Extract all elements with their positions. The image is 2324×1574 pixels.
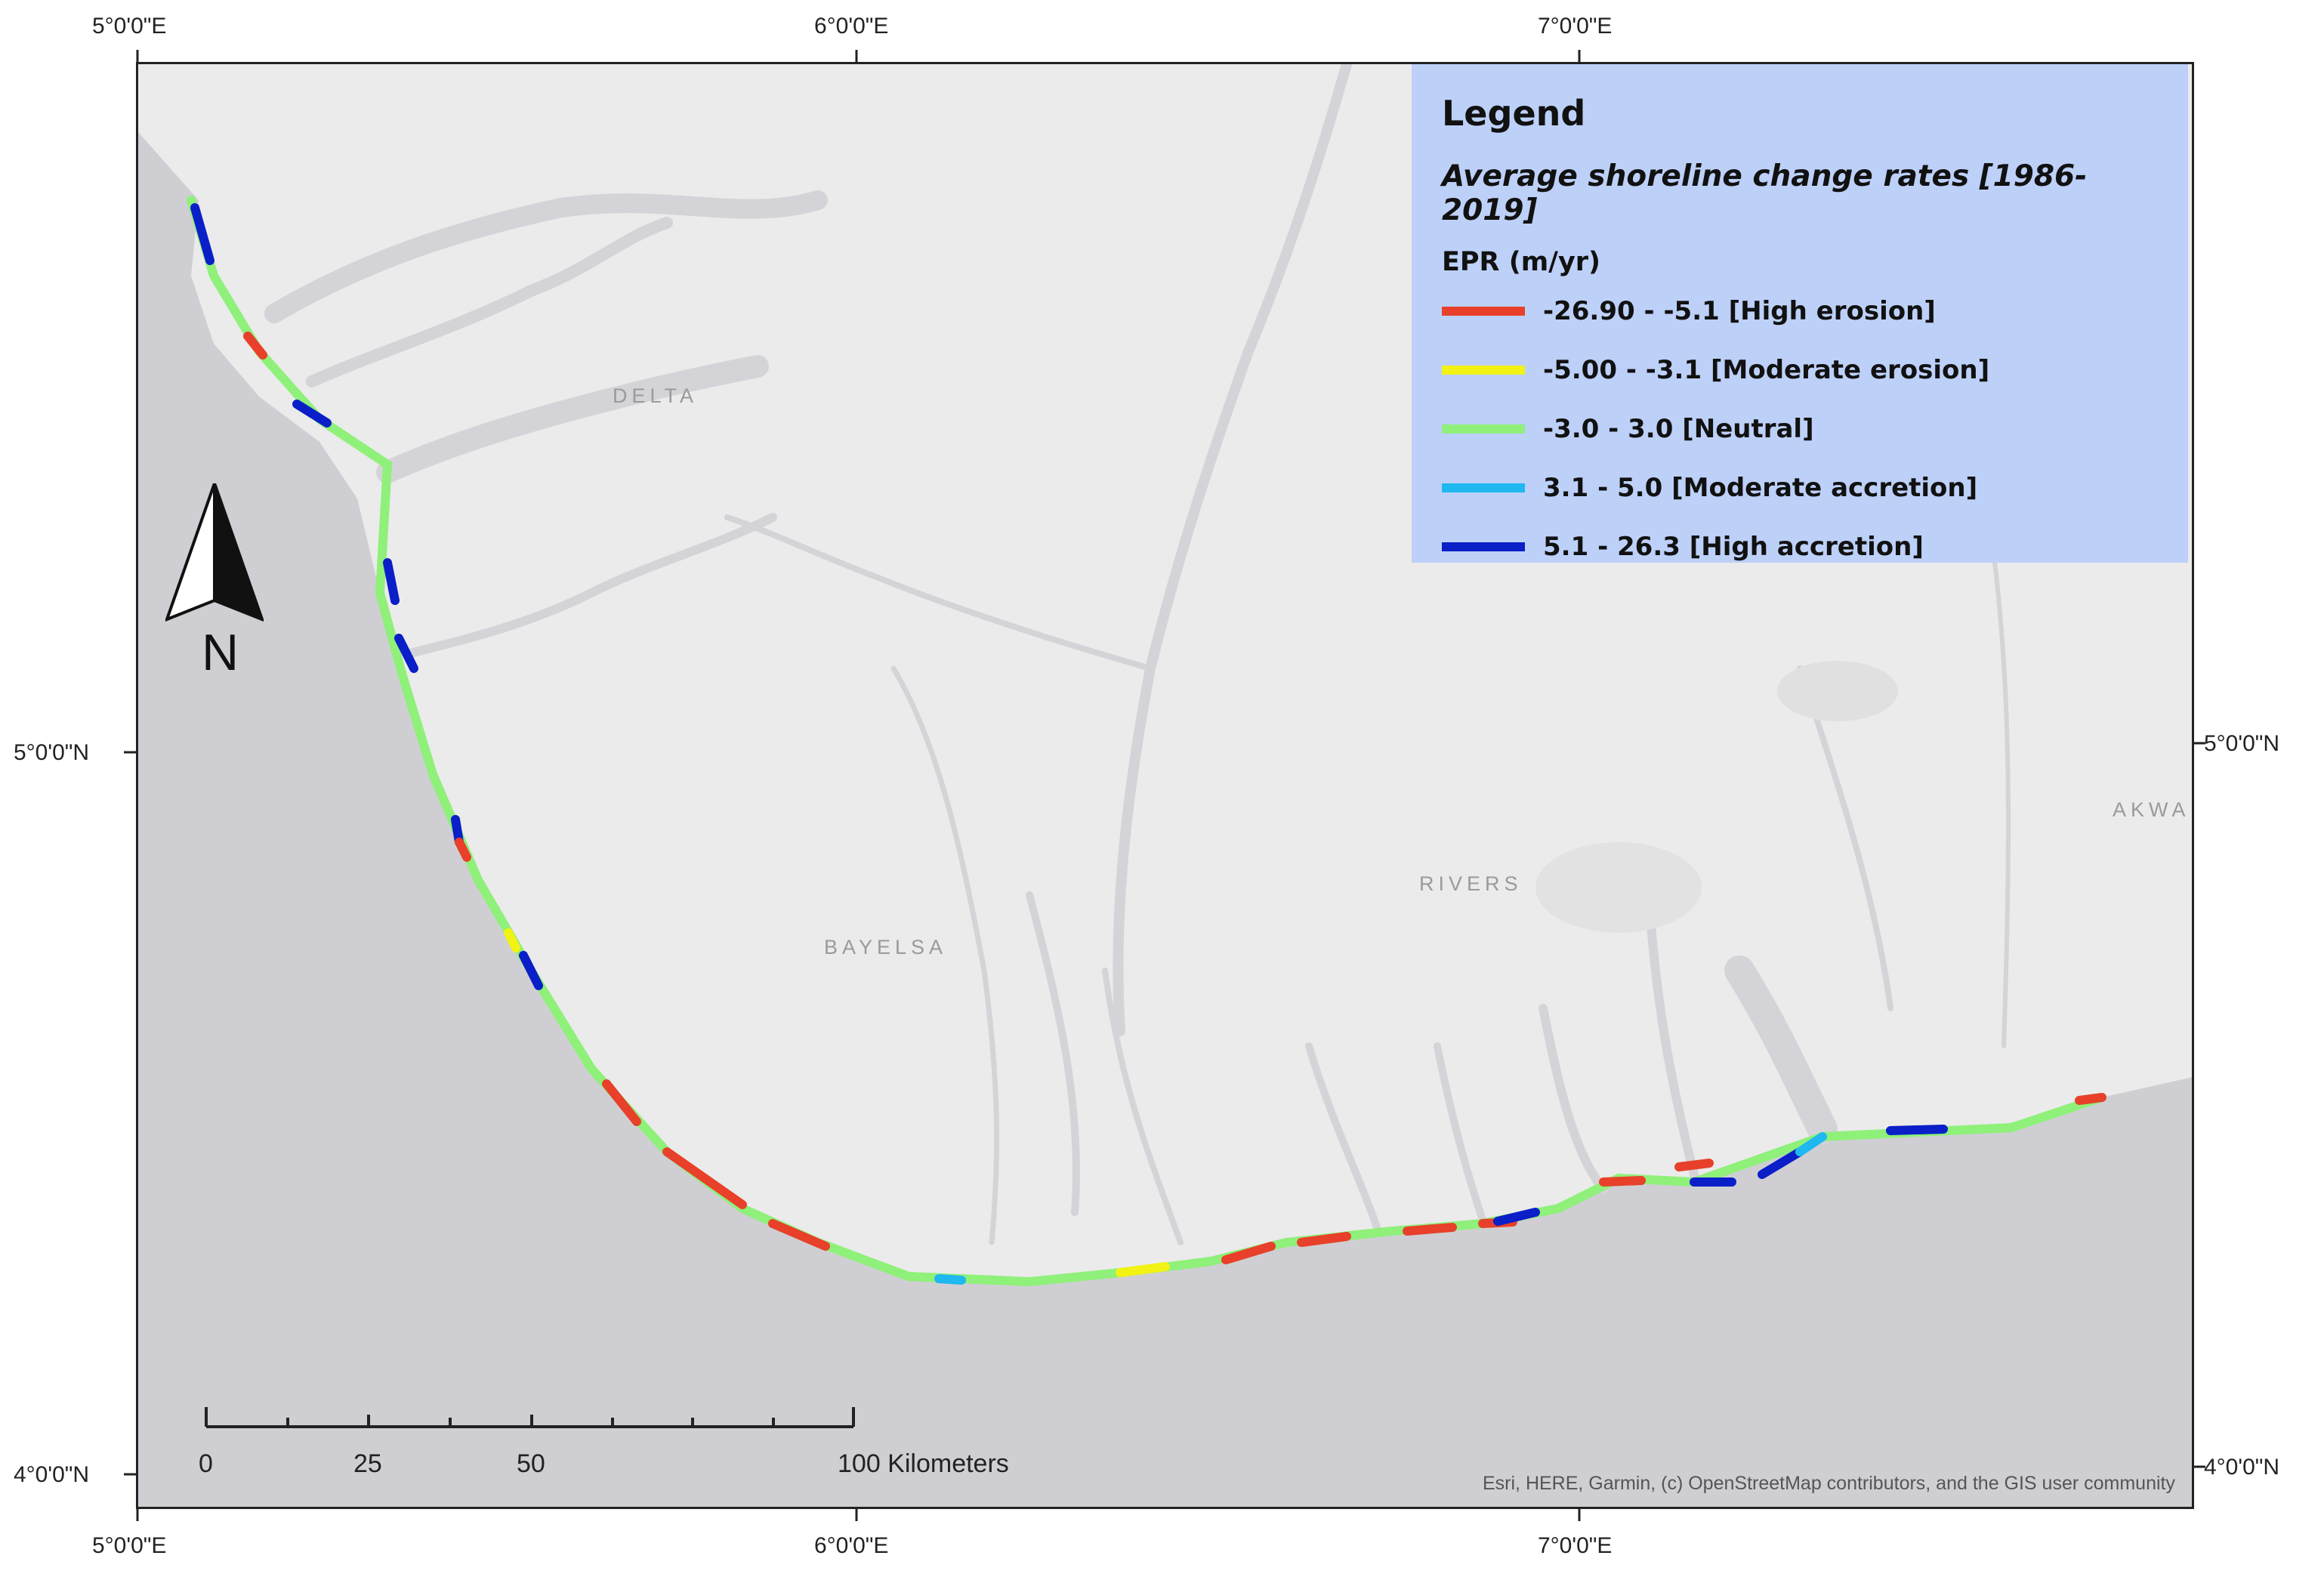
shoreline-high-accretion bbox=[383, 558, 400, 605]
rivers bbox=[264, 64, 2011, 1245]
north-label: N bbox=[202, 624, 239, 681]
graticule-top-7e: 7°0'0"E bbox=[1538, 14, 1613, 39]
scale-label-0: 0 bbox=[199, 1449, 213, 1478]
shoreline-high-erosion bbox=[1403, 1223, 1457, 1236]
legend-swatch bbox=[1442, 424, 1525, 434]
graticule-left-5n: 5°0'0"N bbox=[14, 740, 90, 765]
north-arrow-icon bbox=[165, 483, 264, 622]
legend-item-label: -3.0 - 3.0 [Neutral] bbox=[1543, 414, 1814, 444]
graticule-top-6e: 6°0'0"E bbox=[814, 14, 889, 39]
graticule-top-5e: 5°0'0"E bbox=[92, 14, 167, 39]
legend-swatch bbox=[1442, 366, 1525, 375]
legend-swatch bbox=[1442, 483, 1525, 492]
shoreline-high-erosion bbox=[455, 838, 471, 862]
graticule-bottom-6e: 6°0'0"E bbox=[814, 1533, 889, 1558]
place-label-delta: DELTA bbox=[613, 384, 699, 407]
legend-item-neutral: -3.0 - 3.0 [Neutral] bbox=[1442, 400, 2158, 458]
shoreline-high-accretion bbox=[1493, 1208, 1540, 1226]
legend-item-label: -26.90 - -5.1 [High erosion] bbox=[1543, 296, 1936, 326]
shoreline-high-accretion bbox=[190, 203, 214, 265]
shoreline-high-erosion bbox=[768, 1219, 830, 1251]
legend-title: Legend bbox=[1442, 93, 1586, 134]
graticule-right-5n: 5°0'0"N bbox=[2204, 731, 2280, 756]
legend-swatch bbox=[1442, 542, 1525, 551]
urban-area bbox=[1777, 661, 1898, 721]
shoreline-high-erosion bbox=[2075, 1093, 2106, 1105]
legend-item-label: 5.1 - 26.3 [High accretion] bbox=[1543, 532, 1924, 562]
legend-swatch bbox=[1442, 307, 1525, 316]
legend-item-high-accretion: 5.1 - 26.3 [High accretion] bbox=[1442, 517, 2158, 576]
map-frame[interactable]: DELTA BAYELSA RIVERS AKWA N 0 25 50 bbox=[136, 62, 2194, 1509]
legend-field: EPR (m/yr) bbox=[1442, 247, 1601, 277]
shoreline-high-erosion bbox=[1297, 1232, 1351, 1247]
attribution: Esri, HERE, Garmin, (c) OpenStreetMap co… bbox=[1483, 1473, 2175, 1494]
place-label-rivers: RIVERS bbox=[1419, 872, 1523, 895]
shoreline-high-accretion bbox=[292, 400, 332, 427]
shoreline-high-erosion bbox=[1221, 1242, 1276, 1264]
shoreline-high-erosion bbox=[243, 332, 267, 360]
legend-items: -26.90 - -5.1 [High erosion] -5.00 - -3.… bbox=[1442, 282, 2158, 576]
legend-item-high-erosion: -26.90 - -5.1 [High erosion] bbox=[1442, 282, 2158, 341]
graticule-right-4n: 4°0'0"N bbox=[2204, 1455, 2280, 1480]
shoreline-high-accretion bbox=[1886, 1125, 1948, 1135]
shoreline-moderate-accretion bbox=[934, 1274, 966, 1285]
legend-subtitle: Average shoreline change rates [1986-201… bbox=[1442, 159, 2088, 227]
shoreline-high-accretion bbox=[394, 634, 418, 673]
scale-label-50: 50 bbox=[517, 1449, 545, 1478]
legend: Legend Average shoreline change rates [1… bbox=[1412, 64, 2188, 563]
shoreline-moderate-accretion bbox=[1795, 1132, 1827, 1156]
place-label-bayelsa: BAYELSA bbox=[824, 936, 948, 958]
scale-label-25: 25 bbox=[353, 1449, 382, 1478]
shoreline bbox=[187, 196, 2106, 1287]
scale-label-100: 100 Kilometers bbox=[838, 1449, 1009, 1478]
graticule-left-4n: 4°0'0"N bbox=[14, 1462, 90, 1487]
shoreline-high-erosion bbox=[1674, 1159, 1714, 1171]
legend-item-moderate-erosion: -5.00 - -3.1 [Moderate erosion] bbox=[1442, 341, 2158, 400]
legend-item-moderate-accretion: 3.1 - 5.0 [Moderate accretion] bbox=[1442, 458, 2158, 517]
shoreline-high-erosion bbox=[602, 1079, 641, 1126]
shoreline-high-accretion bbox=[1758, 1147, 1804, 1179]
scale-bar: 0 25 50 100 Kilometers bbox=[199, 1401, 1009, 1492]
legend-item-label: -5.00 - -3.1 [Moderate erosion] bbox=[1543, 355, 1990, 385]
shoreline-high-erosion bbox=[1599, 1176, 1646, 1187]
legend-item-label: 3.1 - 5.0 [Moderate accretion] bbox=[1543, 473, 1978, 503]
scale-bar-line bbox=[205, 1407, 855, 1428]
urban-area bbox=[1535, 842, 1702, 933]
graticule-bottom-5e: 5°0'0"E bbox=[92, 1533, 167, 1558]
shoreline-high-accretion bbox=[519, 951, 543, 990]
graticule-bottom-7e: 7°0'0"E bbox=[1538, 1533, 1613, 1558]
shoreline-moderate-erosion bbox=[504, 928, 520, 952]
shoreline-high-erosion bbox=[662, 1147, 747, 1209]
place-label-akwa: AKWA bbox=[2113, 798, 2190, 821]
shoreline-moderate-erosion bbox=[1116, 1262, 1170, 1277]
